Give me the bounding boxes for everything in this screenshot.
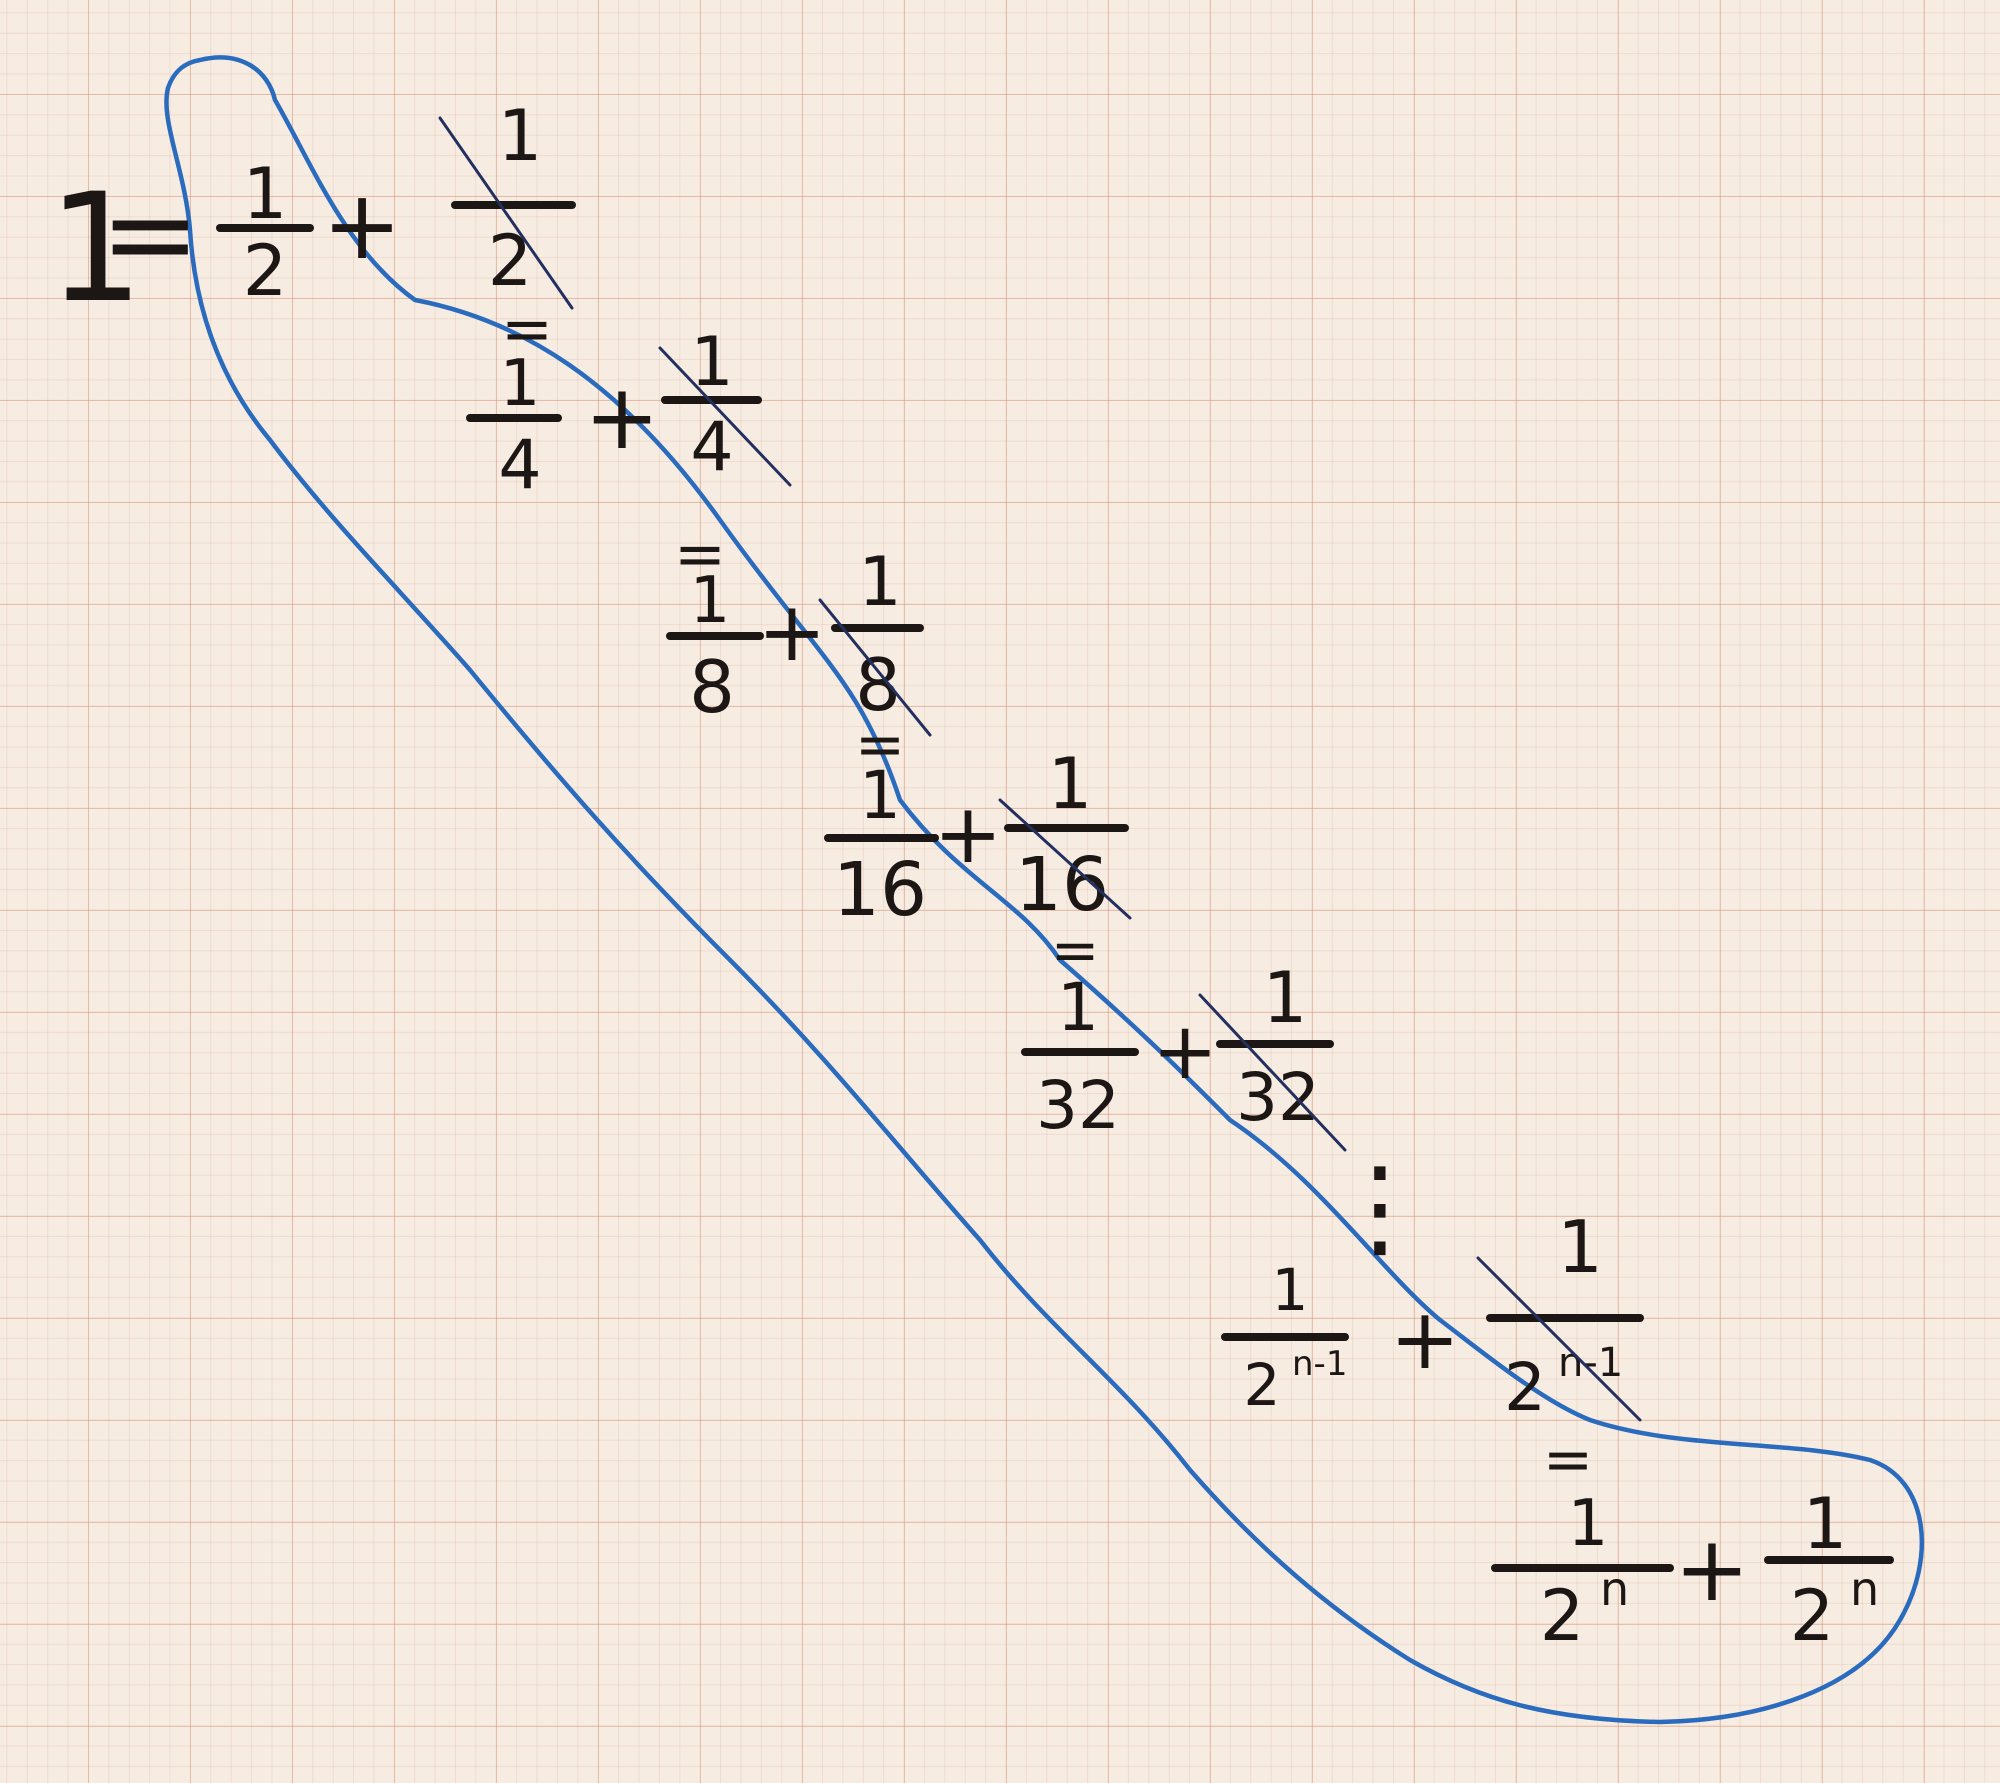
fraction-2a-numerator: 1 xyxy=(690,564,731,638)
fraction-1a-numerator: 1 xyxy=(500,347,541,421)
plus-sign-6: + xyxy=(1674,1517,1749,1622)
equals-sign-1: = xyxy=(501,292,553,365)
fraction-1b-denominator: 4 xyxy=(690,408,733,487)
equation-line-2: = 1 8 + 1 8 xyxy=(666,517,932,737)
fraction-0b-denominator: 2 xyxy=(488,220,533,302)
equals-sign-4: = xyxy=(1051,916,1100,984)
fraction-6a-exponent: n xyxy=(1600,1562,1629,1616)
fraction-2a-denominator: 8 xyxy=(689,645,735,729)
fraction-6a-numerator: 1 xyxy=(1568,1487,1609,1561)
fraction-5a-denominator-base: 2 xyxy=(1244,1351,1281,1419)
vertical-ellipsis: ⋮ xyxy=(1325,1143,1435,1271)
highlight-loop xyxy=(164,55,1925,1725)
strike-line-1 xyxy=(658,346,792,487)
equation-line-0: 1 = 1 2 + 1 2 xyxy=(48,95,576,336)
equals-sign-2: = xyxy=(674,517,726,590)
fraction-0a-denominator: 2 xyxy=(243,230,288,312)
fraction-5a-exponent: n-1 xyxy=(1292,1344,1347,1384)
fraction-6b-exponent: n xyxy=(1850,1562,1879,1616)
equation-line-1: = 1 4 + 1 4 xyxy=(466,292,792,505)
fraction-0a-numerator: 1 xyxy=(243,153,288,235)
fraction-3a-numerator: 1 xyxy=(859,757,901,834)
fraction-2b-numerator: 1 xyxy=(858,543,901,622)
fraction-0b-numerator: 1 xyxy=(498,95,543,177)
equals-sign-6: = xyxy=(1543,1425,1593,1495)
plus-sign-5: + xyxy=(1390,1290,1460,1388)
fraction-3b-numerator: 1 xyxy=(1048,743,1093,825)
fraction-3a-denominator: 16 xyxy=(833,847,927,933)
strike-line-0 xyxy=(438,116,574,310)
equation-line-3: = 1 16 + 1 16 xyxy=(824,710,1132,933)
fraction-1b-numerator: 1 xyxy=(690,323,733,402)
fraction-4a-denominator: 32 xyxy=(1036,1067,1120,1144)
plus-sign-1: + xyxy=(584,365,659,470)
equation-line-4: = 1 32 + 1 32 xyxy=(1021,916,1347,1152)
strike-line-4 xyxy=(1198,993,1347,1152)
fraction-6a-denominator-base: 2 xyxy=(1540,1575,1585,1657)
fraction-4a-numerator: 1 xyxy=(1057,969,1099,1046)
equation-line-5: 1 2 n-1 + 1 2 n-1 xyxy=(1221,1205,1644,1426)
fraction-2b-denominator: 8 xyxy=(855,643,901,727)
equals-sign-3: = xyxy=(855,710,905,780)
fraction-1a-denominator: 4 xyxy=(498,426,541,505)
equation-line-6: = 1 2 n + 1 2 n xyxy=(1491,1425,1894,1657)
equals-sign-0: = xyxy=(100,165,201,304)
strike-line-2 xyxy=(818,598,932,737)
fraction-6b-denominator-base: 2 xyxy=(1790,1575,1835,1657)
plus-sign-0: + xyxy=(322,171,402,281)
fraction-4b-numerator: 1 xyxy=(1263,957,1308,1039)
leading-one: 1 xyxy=(48,162,143,336)
fraction-6b-numerator: 1 xyxy=(1803,1483,1848,1565)
strike-line-5 xyxy=(1476,1256,1642,1422)
plus-sign-2: + xyxy=(758,585,827,680)
fraction-4b-denominator: 32 xyxy=(1236,1059,1320,1136)
fraction-5b-denominator-base: 2 xyxy=(1504,1349,1546,1426)
plus-sign-3: + xyxy=(934,787,1003,882)
fraction-5b-numerator: 1 xyxy=(1557,1205,1603,1289)
fraction-5a-numerator: 1 xyxy=(1272,1256,1309,1324)
plus-sign-4: + xyxy=(1152,1007,1217,1097)
strike-line-3 xyxy=(998,798,1132,920)
